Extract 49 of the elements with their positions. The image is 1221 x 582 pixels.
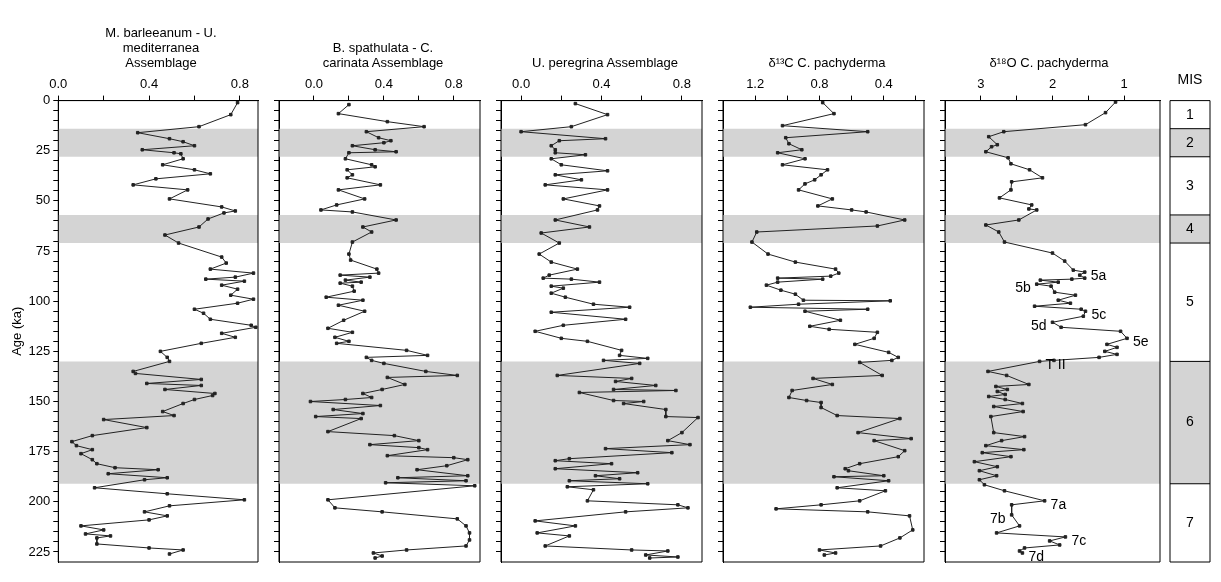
x-tick-label: 1.2 bbox=[746, 76, 765, 92]
chart-title: δ¹⁸O C. pachyderma bbox=[988, 55, 1110, 70]
text: 5 bbox=[1186, 293, 1195, 310]
chart-title: B. spathulata - C. carinata Assemblage bbox=[321, 40, 445, 70]
annotation: 5e bbox=[1133, 333, 1149, 350]
x-tick-label: 0.4 bbox=[592, 76, 611, 92]
x-tick-label: 0.4 bbox=[140, 76, 159, 92]
y-tick-label: 150 bbox=[28, 393, 51, 409]
x-tick-label: 0.0 bbox=[512, 76, 531, 92]
x-tick-label: 3 bbox=[977, 76, 985, 92]
x-tick-label: 0.0 bbox=[49, 76, 68, 92]
x-tick-label: 0.0 bbox=[304, 76, 323, 92]
y-axis-title: Age (ka) bbox=[9, 306, 25, 356]
x-tick-label: 0.8 bbox=[444, 76, 463, 92]
text: 3 bbox=[1186, 176, 1195, 193]
y-tick-label: 175 bbox=[28, 443, 51, 459]
x-tick-label: 2 bbox=[1048, 76, 1057, 92]
y-tick-label: 225 bbox=[28, 543, 51, 559]
y-tick-label: 200 bbox=[28, 493, 51, 509]
y-tick-label: 125 bbox=[28, 342, 51, 358]
x-tick-label: 0.4 bbox=[874, 76, 893, 92]
x-tick-label: 0.8 bbox=[672, 76, 691, 92]
text: 7 bbox=[1186, 513, 1195, 530]
annotation: 5c bbox=[1091, 306, 1107, 323]
annotation: 5a bbox=[1090, 266, 1107, 283]
annotation: 7b bbox=[990, 509, 1006, 526]
y-tick-label: 75 bbox=[35, 242, 51, 258]
annotation: T II bbox=[1045, 356, 1066, 373]
annotation: 7c bbox=[1071, 531, 1087, 548]
y-tick-label: 25 bbox=[35, 142, 51, 158]
annotation: 7d bbox=[1028, 547, 1044, 564]
chart-title: δ¹³C C. pachyderma bbox=[767, 55, 887, 70]
text: MIS bbox=[1177, 71, 1203, 88]
annotation: 5d bbox=[1030, 317, 1047, 334]
x-tick-label: 0.8 bbox=[230, 76, 249, 92]
chart-title: M. barleeanum - U. mediterranea Assemblage bbox=[104, 25, 218, 70]
annotation: 5b bbox=[1015, 279, 1031, 296]
x-tick-label: 0.4 bbox=[374, 76, 393, 92]
annotation: 7a bbox=[1050, 495, 1067, 512]
band-label: 4 bbox=[1186, 219, 1195, 236]
y-tick-label: 50 bbox=[35, 192, 51, 208]
x-tick-label: 1 bbox=[1120, 76, 1128, 92]
chart-title: U. peregrina Assemblage bbox=[531, 55, 679, 70]
x-tick-label: 0.8 bbox=[810, 76, 829, 92]
y-tick-label: 0 bbox=[43, 92, 51, 108]
text: 1 bbox=[1186, 105, 1195, 122]
band-label: 2 bbox=[1186, 133, 1195, 150]
y-tick-label: 100 bbox=[28, 292, 51, 308]
band-label: 6 bbox=[1186, 413, 1195, 430]
